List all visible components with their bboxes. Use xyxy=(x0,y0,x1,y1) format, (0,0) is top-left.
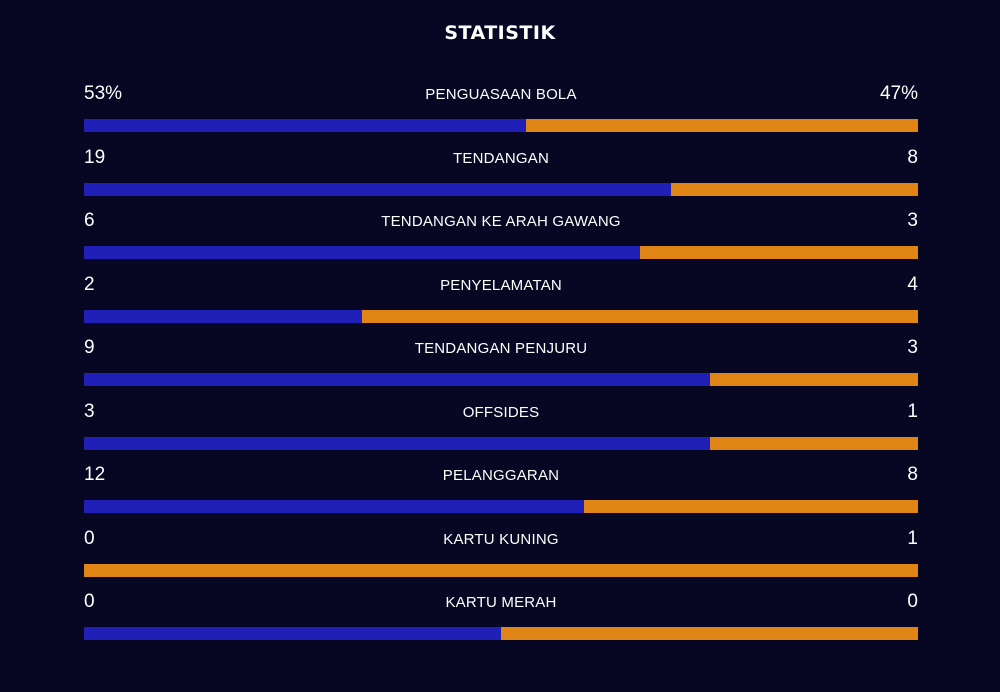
stat-label: TENDANGAN PENJURU xyxy=(414,340,588,357)
away-value: 1 xyxy=(907,400,918,422)
stat-row-possession: 53% PENGUASAAN BOLA 47% xyxy=(84,80,918,144)
stat-row-corners: 9 TENDANGAN PENJURU 3 xyxy=(84,334,918,398)
away-value: 4 xyxy=(907,273,918,295)
comparison-bar xyxy=(84,309,918,323)
home-value: 19 xyxy=(84,146,106,168)
away-value: 8 xyxy=(907,464,918,485)
home-value: 9 xyxy=(84,337,95,358)
home-value: 3 xyxy=(84,400,95,422)
comparison-bar xyxy=(84,182,918,196)
stats-list: 53% PENGUASAAN BOLA 47% 19 TENDANGAN 8 6… xyxy=(84,80,918,652)
comparison-bar xyxy=(84,119,918,132)
away-value: 3 xyxy=(907,210,918,231)
stat-label: PENYELAMATAN xyxy=(440,276,562,294)
comparison-bar xyxy=(84,563,918,577)
stat-row-red-cards: 0 KARTU MERAH 0 xyxy=(84,588,918,652)
comparison-bar xyxy=(84,373,918,386)
home-value: 53% xyxy=(84,83,123,104)
away-value: 1 xyxy=(907,527,918,549)
home-bar-segment xyxy=(84,373,710,386)
away-value: 47% xyxy=(879,83,918,104)
comparison-bar xyxy=(84,436,918,450)
home-value: 12 xyxy=(84,464,106,485)
stat-label: PELANGGARAN xyxy=(442,467,560,484)
stat-label: TENDANGAN KE ARAH GAWANG xyxy=(381,213,621,230)
home-bar-segment xyxy=(84,309,362,323)
home-bar-segment xyxy=(84,182,671,196)
comparison-bar xyxy=(84,627,918,640)
away-value: 8 xyxy=(907,146,918,168)
home-bar-segment xyxy=(84,627,501,640)
page-title: STATISTIK xyxy=(444,22,556,44)
comparison-bar xyxy=(84,246,918,259)
home-bar-segment xyxy=(84,500,585,513)
stat-label: TENDANGAN xyxy=(453,149,549,167)
home-bar-segment xyxy=(84,119,527,132)
stat-row-offsides: 3 OFFSIDES 1 xyxy=(84,398,918,462)
home-value: 0 xyxy=(84,591,95,612)
stat-label: KARTU KUNING xyxy=(443,530,559,548)
stat-label: OFFSIDES xyxy=(462,403,540,421)
home-value: 2 xyxy=(84,273,95,295)
stat-row-yellow-cards: 0 KARTU KUNING 1 xyxy=(84,525,918,589)
stat-label: KARTU MERAH xyxy=(445,594,557,611)
home-value: 0 xyxy=(84,527,95,549)
stat-row-shots-on-target: 6 TENDANGAN KE ARAH GAWANG 3 xyxy=(84,207,918,271)
stat-row-fouls: 12 PELANGGARAN 8 xyxy=(84,461,918,525)
stat-row-shots: 19 TENDANGAN 8 xyxy=(84,144,918,208)
home-value: 6 xyxy=(84,210,95,231)
home-bar-segment xyxy=(84,436,710,450)
comparison-bar xyxy=(84,500,918,513)
home-bar-segment xyxy=(84,246,641,259)
stat-row-saves: 2 PENYELAMATAN 4 xyxy=(84,271,918,335)
stat-label: PENGUASAAN BOLA xyxy=(425,86,577,103)
away-value: 0 xyxy=(907,591,918,612)
away-value: 3 xyxy=(907,337,918,358)
